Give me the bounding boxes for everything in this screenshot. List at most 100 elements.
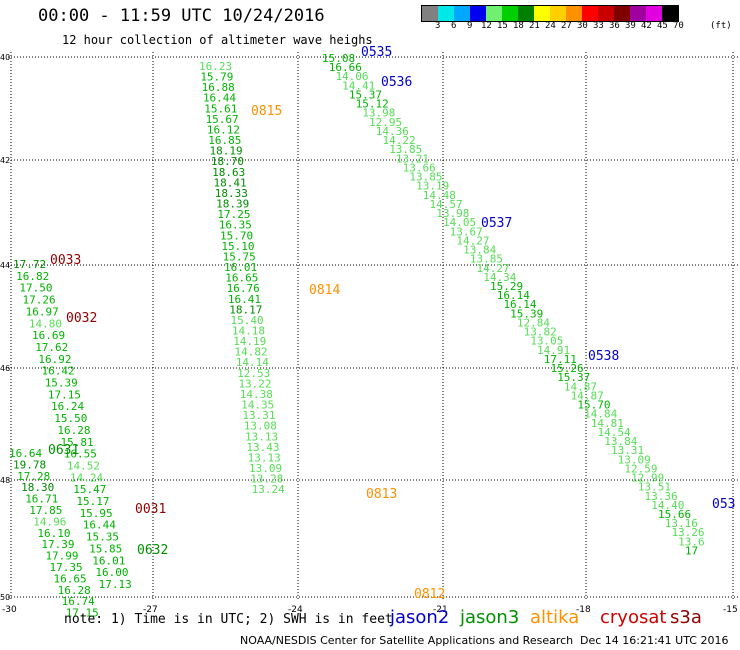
wave-height-value: 16.00 [95, 566, 128, 579]
pass-time-label: 053 [712, 497, 735, 512]
wave-height-value: 14.40 [651, 499, 684, 512]
scale-swatch [518, 6, 534, 21]
wave-height-value: 15.95 [80, 507, 113, 520]
wave-height-value: 13.08 [244, 420, 277, 433]
wave-height-value: 14.35 [241, 399, 274, 412]
latitude-label: 46 [0, 364, 10, 373]
wave-height-value: 14.87 [564, 380, 597, 393]
wave-height-value: 17.26 [23, 294, 56, 307]
pass-time-label: 0031 [135, 502, 166, 517]
wave-height-value: 14.18 [232, 325, 265, 338]
wave-height-value: 15.37 [557, 371, 590, 384]
wave-height-value: 13.36 [645, 490, 678, 503]
footer-timestamp: Dec 14 16:21:41 UTC 2016 [580, 634, 729, 647]
wave-height-value: 17.62 [35, 341, 68, 354]
scale-label: 24 [545, 21, 556, 31]
wave-height-value: 16.14 [503, 298, 536, 311]
wave-height-value: 17.11 [544, 353, 577, 366]
longitude-label: -24 [288, 605, 303, 615]
wave-height-value: 15.10 [221, 240, 254, 253]
wave-height-value: 14.48 [423, 189, 456, 202]
latitude-label: 48 [0, 476, 10, 485]
scale-label: 42 [641, 21, 652, 31]
wave-height-value: 13.98 [436, 207, 469, 220]
wave-height-value: 12.99 [631, 472, 664, 485]
wave-height-value: 15.39 [45, 377, 78, 390]
pass-time-label: 0033 [50, 253, 81, 268]
scale-swatch [566, 6, 582, 21]
wave-height-value: 13.19 [416, 180, 449, 193]
wave-height-value: 17.25 [217, 208, 250, 221]
wave-height-value: 13.66 [403, 161, 436, 174]
wave-height-value: 15.47 [73, 483, 106, 496]
wave-height-value: 15.50 [54, 412, 87, 425]
wave-height-value: 16.88 [202, 81, 235, 94]
scale-label: 39 [625, 21, 636, 31]
wave-height-value: 16.64 [9, 447, 42, 460]
wave-height-value: 14.41 [342, 79, 375, 92]
pass-time-label: 0815 [251, 104, 282, 119]
wave-height-value: 14.06 [335, 70, 368, 83]
pass-time-label: 0631 [48, 443, 79, 458]
wave-height-value: 16.97 [26, 305, 59, 318]
latitude-label: 42 [0, 156, 10, 165]
scale-swatch [646, 6, 662, 21]
wave-height-value: 15.35 [86, 531, 119, 544]
wave-height-value: 14.84 [584, 408, 617, 421]
scale-swatch [422, 6, 438, 21]
legend-item-jason3: jason3 [460, 607, 520, 628]
wave-height-value: 16.82 [16, 270, 49, 283]
wave-height-value: 17.13 [99, 578, 132, 591]
wave-height-value: 14.34 [483, 271, 516, 284]
wave-height-value: 13.51 [638, 481, 671, 494]
wave-height-value: 16.44 [83, 519, 116, 532]
wave-height-value: 15.40 [231, 314, 264, 327]
wave-height-value: 14.57 [430, 198, 463, 211]
wave-height-value: 18.33 [215, 187, 248, 200]
wave-height-value: 15.70 [220, 229, 253, 242]
wave-height-value: 18.41 [213, 176, 246, 189]
wave-height-value: 14.22 [382, 134, 415, 147]
wave-height-value: 16.28 [58, 584, 91, 597]
wave-height-value: 14.05 [443, 216, 476, 229]
wave-height-value: 16.71 [25, 493, 58, 506]
wave-height-value: 15.26 [550, 362, 583, 375]
page-subtitle: 12 hour collection of altimeter wave hei… [62, 33, 373, 47]
longitude-label: -18 [576, 605, 591, 615]
wave-height-value: 15.29 [490, 280, 523, 293]
wave-height-value: 12.53 [237, 367, 270, 380]
wave-height-value: 16.44 [203, 92, 236, 105]
wave-height-value: 16.28 [57, 424, 90, 437]
wave-height-value: 14.82 [235, 346, 268, 359]
scale-label: 70 [673, 21, 684, 31]
latitude-label: 50 [0, 593, 10, 602]
wave-height-value: 15.67 [206, 113, 239, 126]
wave-height-value: 14.27 [456, 234, 489, 247]
longitude-label: -15 [723, 605, 738, 615]
wave-height-value: 18.19 [210, 145, 243, 158]
wave-height-value: 13.16 [665, 517, 698, 530]
wave-height-value: 13.67 [450, 225, 483, 238]
note-text: note: 1) Time is in UTC; 2) SWH is in fe… [64, 612, 393, 627]
scale-swatch [614, 6, 630, 21]
pass-time-label: 0813 [366, 487, 397, 502]
wave-height-value: 16.01 [224, 261, 257, 274]
scale-swatch [438, 6, 454, 21]
wave-height-value: 15.81 [61, 436, 94, 449]
wave-height-value: 12.84 [517, 316, 550, 329]
scale-label: 9 [467, 21, 473, 31]
wave-height-value: 13.85 [470, 253, 503, 266]
wave-height-value: 15.39 [510, 307, 543, 320]
wave-height-value: 13.85 [389, 143, 422, 156]
scale-label: 18 [513, 21, 524, 31]
wave-height-value: 17.50 [19, 282, 52, 295]
scale-label: 30 [577, 21, 588, 31]
scale-swatch [630, 6, 646, 21]
pass-time-label: 0814 [309, 283, 340, 298]
wave-height-value: 18.70 [211, 155, 244, 168]
wave-height-value: 14.27 [477, 262, 510, 275]
wave-height-value: 16.23 [199, 60, 232, 73]
wave-height-value: 16.01 [92, 554, 125, 567]
